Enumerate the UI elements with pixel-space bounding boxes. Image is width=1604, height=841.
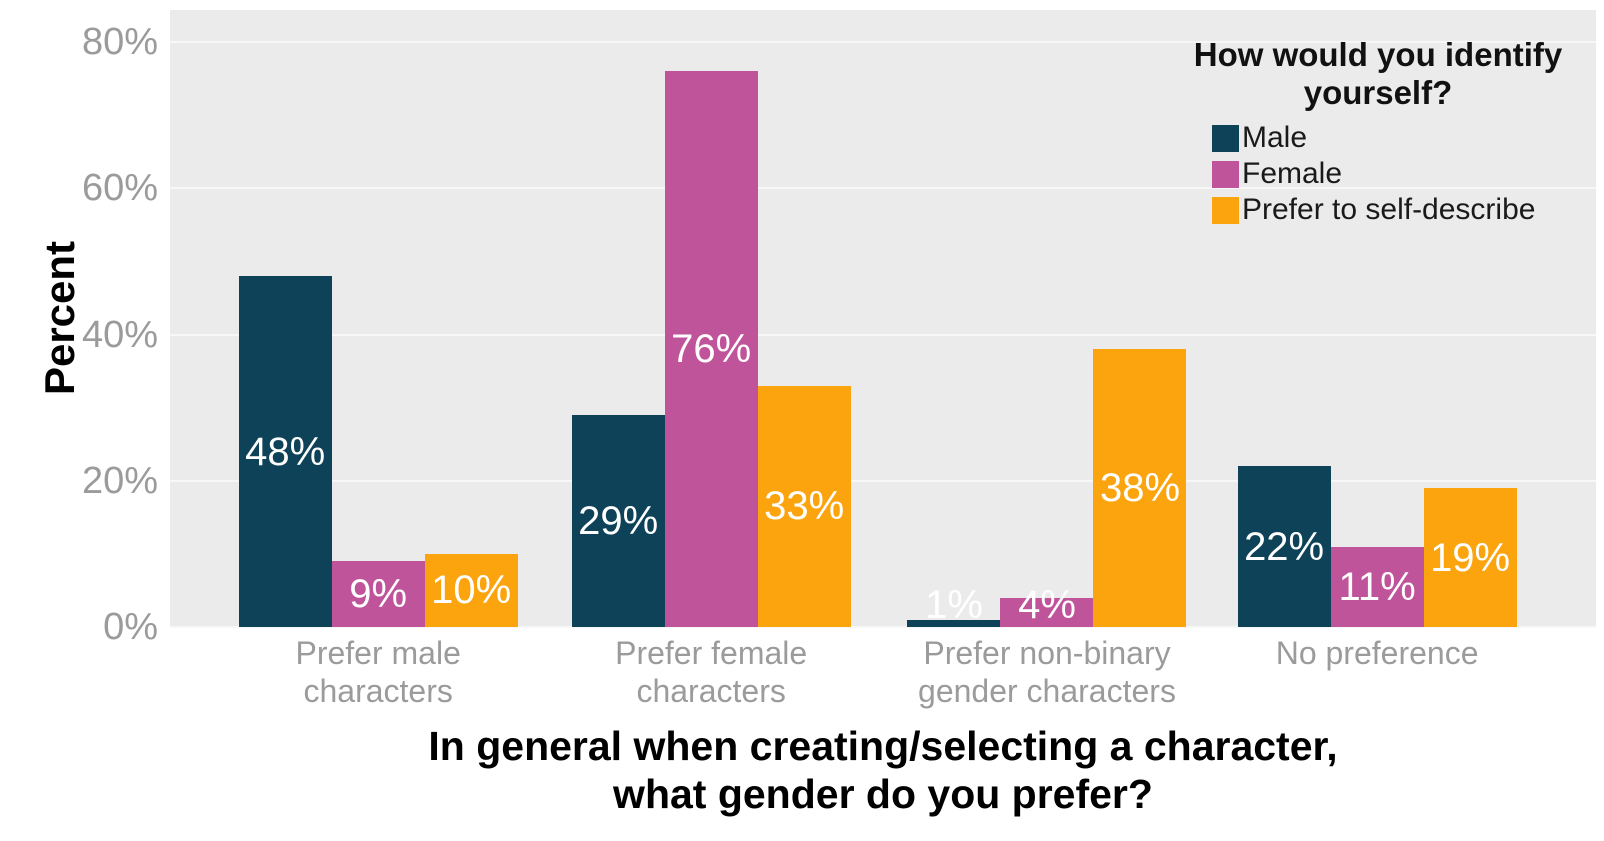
legend-item: Female [1212,156,1604,192]
bar-male: 22% [1237,466,1331,627]
legend-swatch-icon [1212,160,1239,188]
bar-male: 29% [571,415,665,627]
y-tick-label: 40% [81,313,158,356]
bar-female: 76% [664,71,758,627]
x-axis-title: In general when creating/selecting a cha… [428,723,1338,817]
y-tick-label: 80% [81,21,158,64]
gridline [170,41,1596,44]
bar-value-label: 29% [578,499,659,543]
legend-item: Male [1212,120,1604,156]
bar-female: 9% [331,561,425,627]
bar-value-label: 19% [1430,535,1511,580]
gridline [170,626,1596,628]
y-tick-label: 0% [103,606,158,648]
bar-prefer-to-self-describe: 38% [1093,349,1187,627]
legend-items: Male Female Prefer to self-describe [1152,120,1604,228]
x-category-label: No preference [1275,635,1479,671]
bar-value-label: 22% [1244,524,1325,569]
bar-male: 1% [907,583,1001,627]
legend-swatch-icon [1212,124,1239,152]
bar-female: 11% [1330,546,1424,627]
bar-male: 48% [238,276,332,627]
bar-value-label: 4% [1018,583,1076,628]
bar-value-label: 11% [1338,564,1416,609]
legend: How would you identify yourself? Male Fem… [1152,36,1604,228]
legend-item: Prefer to self-describe [1212,192,1604,228]
legend-title: How would you identify yourself? [1193,36,1563,111]
gridline [170,333,1596,336]
legend-item-label: Prefer to self-describe [1242,193,1536,226]
gridline [170,187,1596,190]
bar-female: 4% [1000,583,1094,627]
bar-group: 1% 4% 38% [907,10,1187,627]
legend-item-label: Male [1242,121,1308,154]
y-tick-label: 60% [81,167,158,210]
x-category-label: Prefer male characters [295,635,461,709]
bar-group: 22% 11% 19% [1237,10,1517,627]
x-category-label: Prefer female characters [615,635,808,709]
bar-value-label: 48% [245,429,326,474]
legend-item-label: Female [1242,157,1343,190]
legend-swatch-icon [1212,196,1239,224]
bar-value-label: 10% [431,568,512,613]
y-tick-label: 20% [81,459,158,502]
bar-value-label: 76% [671,327,752,372]
plot-area: 48% 9% 10% 29% 76% 33% 1% 4% 38% 22% 11% 19% [170,10,1596,628]
bar-group: 48% 9% 10% [238,10,518,627]
bar-value-label: 33% [764,484,845,529]
bar-prefer-to-self-describe: 33% [757,385,851,627]
x-category-label: Prefer non-binary gender characters [918,635,1176,709]
bar-prefer-to-self-describe: 10% [424,553,518,627]
gridline [170,479,1596,482]
bar-prefer-to-self-describe: 19% [1423,488,1517,627]
bar-value-label: 38% [1099,466,1181,511]
bar-group: 29% 76% 33% [571,10,851,627]
bar-value-label: 9% [349,572,408,617]
bar-value-label: 1% [925,583,983,628]
